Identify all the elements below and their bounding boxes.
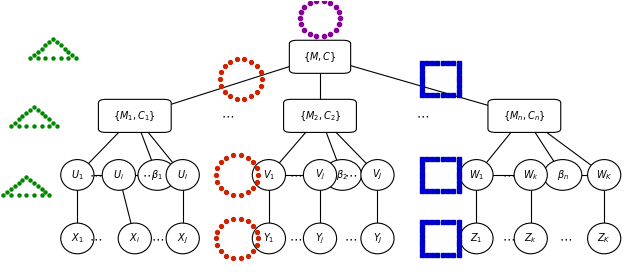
Ellipse shape — [588, 160, 621, 190]
Text: $Y_j$: $Y_j$ — [315, 231, 325, 246]
Text: $\beta_2$: $\beta_2$ — [337, 168, 348, 182]
Text: $\cdots$: $\cdots$ — [502, 169, 515, 181]
Text: $Y_J$: $Y_J$ — [372, 231, 382, 246]
Text: $\cdots$: $\cdots$ — [89, 232, 102, 245]
Text: $\beta_1$: $\beta_1$ — [151, 168, 163, 182]
Text: $\cdots$: $\cdots$ — [559, 232, 572, 245]
Text: $\{M_1,C_1\}$: $\{M_1,C_1\}$ — [113, 109, 156, 123]
Text: $U_I$: $U_I$ — [177, 168, 188, 182]
Text: $W_K$: $W_K$ — [596, 168, 612, 182]
Ellipse shape — [252, 160, 285, 190]
Ellipse shape — [543, 160, 582, 190]
Text: $Z_1$: $Z_1$ — [470, 232, 483, 245]
Text: $V_j$: $V_j$ — [315, 168, 325, 182]
Ellipse shape — [61, 223, 94, 254]
Text: $\cdots$: $\cdots$ — [344, 169, 357, 181]
FancyBboxPatch shape — [289, 40, 351, 73]
Text: $W_1$: $W_1$ — [469, 168, 484, 182]
Ellipse shape — [138, 160, 176, 190]
Text: $U_i$: $U_i$ — [113, 168, 124, 182]
Ellipse shape — [514, 223, 547, 254]
Text: $U_1$: $U_1$ — [71, 168, 84, 182]
Text: $\cdots$: $\cdots$ — [289, 232, 302, 245]
Ellipse shape — [166, 160, 199, 190]
Ellipse shape — [460, 160, 493, 190]
Ellipse shape — [460, 223, 493, 254]
Ellipse shape — [118, 223, 152, 254]
Text: $\cdots$: $\cdots$ — [415, 109, 429, 122]
Text: $\{M,C\}$: $\{M,C\}$ — [303, 50, 337, 64]
Text: $\cdots$: $\cdots$ — [289, 169, 302, 181]
Ellipse shape — [61, 160, 94, 190]
FancyBboxPatch shape — [99, 99, 172, 133]
Ellipse shape — [588, 223, 621, 254]
Text: $\{M_2,C_2\}$: $\{M_2,C_2\}$ — [299, 109, 341, 123]
Text: $V_J$: $V_J$ — [372, 168, 383, 182]
Text: $Z_k$: $Z_k$ — [524, 232, 537, 245]
FancyBboxPatch shape — [488, 99, 561, 133]
FancyBboxPatch shape — [284, 99, 356, 133]
Text: $V_1$: $V_1$ — [263, 168, 275, 182]
Text: $\cdots$: $\cdots$ — [150, 232, 164, 245]
Text: $X_J$: $X_J$ — [177, 231, 188, 246]
Text: $X_i$: $X_i$ — [129, 232, 140, 245]
Text: $\cdots$: $\cdots$ — [221, 109, 234, 122]
Text: $\cdots$: $\cdots$ — [344, 232, 357, 245]
Ellipse shape — [166, 223, 199, 254]
Text: $\cdots$: $\cdots$ — [502, 232, 515, 245]
Text: $X_1$: $X_1$ — [71, 232, 84, 245]
Text: $\cdots$: $\cdots$ — [89, 169, 102, 181]
Text: $Z_K$: $Z_K$ — [597, 232, 611, 245]
Text: $\{M_n,C_n\}$: $\{M_n,C_n\}$ — [503, 109, 546, 123]
Ellipse shape — [361, 160, 394, 190]
Ellipse shape — [102, 160, 136, 190]
Text: $W_k$: $W_k$ — [523, 168, 539, 182]
Text: $\cdots$: $\cdots$ — [142, 169, 156, 181]
Ellipse shape — [323, 160, 362, 190]
Text: $Y_1$: $Y_1$ — [263, 232, 275, 245]
Ellipse shape — [252, 223, 285, 254]
Ellipse shape — [303, 223, 337, 254]
Ellipse shape — [361, 223, 394, 254]
Text: $\beta_n$: $\beta_n$ — [557, 168, 569, 182]
Ellipse shape — [514, 160, 547, 190]
Ellipse shape — [303, 160, 337, 190]
